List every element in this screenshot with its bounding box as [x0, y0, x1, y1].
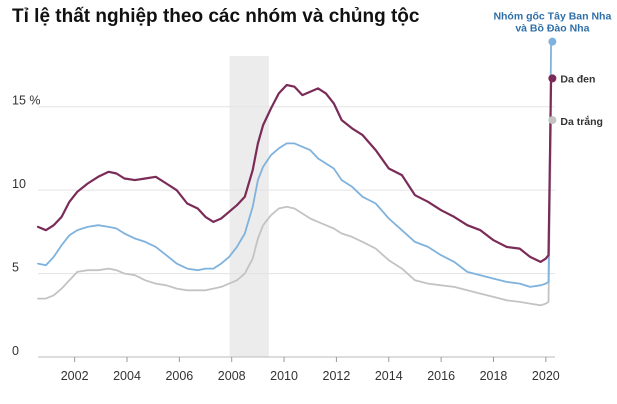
x-tick-label: 2018	[480, 369, 508, 383]
chart-title: Tỉ lệ thất nghiệp theo các nhóm và chủng…	[12, 6, 420, 27]
series-label: Nhóm gốc Tây Ban Nha và Bồ Đào Nha	[493, 11, 611, 35]
series-end-dot	[548, 37, 557, 46]
x-tick-label: 2014	[375, 369, 403, 383]
series-end-dot	[548, 74, 557, 83]
series-layer	[36, 40, 554, 307]
series-line	[36, 77, 554, 263]
series-line	[37, 119, 554, 307]
series-label: Da trắng	[560, 115, 603, 128]
y-tick-label: 15 %	[12, 94, 41, 108]
x-tick-label: 2012	[323, 369, 351, 383]
x-tick-label: 2002	[61, 369, 89, 383]
x-tick-label: 2004	[113, 369, 141, 383]
series-label: Da đen	[560, 73, 595, 85]
series-label-layer: Da đen Nhóm gốc Tây Ban Nha và Bồ Đào Nha D…	[493, 11, 611, 128]
y-tick-label: 0	[12, 344, 19, 358]
x-tick-label: 2010	[270, 369, 298, 383]
axis-layer: 0 5 10 15 % 2002 2004 2006 2008 2010 2012 2014 2016…	[12, 94, 560, 383]
y-tick-label: 5	[12, 261, 19, 275]
x-tick-label: 2006	[165, 369, 193, 383]
series-end-dot	[548, 116, 557, 125]
x-tick-label: 2020	[532, 369, 560, 383]
x-tick-label: 2016	[427, 369, 455, 383]
y-tick-label: 10	[12, 177, 26, 191]
x-tick-label: 2008	[218, 369, 246, 383]
series-line	[37, 40, 554, 288]
